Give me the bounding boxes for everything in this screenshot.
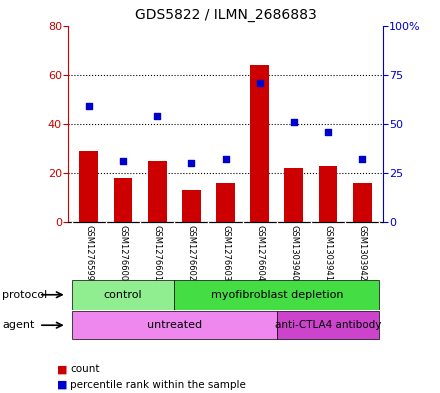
- Bar: [285, 168, 303, 222]
- Point: [290, 119, 297, 125]
- Point: [359, 156, 366, 162]
- Text: GSM1303940: GSM1303940: [290, 225, 298, 281]
- Point: [188, 160, 195, 166]
- Text: GSM1303942: GSM1303942: [358, 225, 367, 281]
- Text: anti-CTLA4 antibody: anti-CTLA4 antibody: [275, 320, 381, 330]
- Point: [119, 158, 126, 164]
- Bar: [250, 65, 269, 222]
- Text: agent: agent: [2, 320, 35, 330]
- Text: GSM1276602: GSM1276602: [187, 225, 196, 281]
- Text: GSM1276599: GSM1276599: [84, 225, 93, 281]
- Text: GSM1276603: GSM1276603: [221, 225, 230, 281]
- Text: GSM1276604: GSM1276604: [255, 225, 264, 281]
- Bar: [79, 151, 98, 222]
- Title: GDS5822 / ILMN_2686883: GDS5822 / ILMN_2686883: [135, 8, 316, 22]
- Text: protocol: protocol: [2, 290, 48, 300]
- Bar: [182, 190, 201, 222]
- Text: GSM1276601: GSM1276601: [153, 225, 161, 281]
- Point: [222, 156, 229, 162]
- Bar: [72, 311, 277, 339]
- Text: GSM1303941: GSM1303941: [323, 225, 333, 281]
- Text: ■: ■: [57, 380, 68, 390]
- Text: count: count: [70, 364, 100, 375]
- Bar: [277, 311, 379, 339]
- Point: [85, 103, 92, 109]
- Bar: [72, 280, 174, 310]
- Point: [325, 129, 332, 135]
- Bar: [319, 165, 337, 222]
- Text: percentile rank within the sample: percentile rank within the sample: [70, 380, 246, 390]
- Bar: [216, 183, 235, 222]
- Bar: [353, 183, 372, 222]
- Bar: [174, 280, 379, 310]
- Text: GSM1276600: GSM1276600: [118, 225, 128, 281]
- Text: myofibroblast depletion: myofibroblast depletion: [211, 290, 343, 300]
- Bar: [148, 161, 166, 222]
- Point: [256, 79, 263, 86]
- Point: [154, 113, 161, 119]
- Text: untreated: untreated: [147, 320, 202, 330]
- Bar: [114, 178, 132, 222]
- Text: ■: ■: [57, 364, 68, 375]
- Text: control: control: [103, 290, 142, 300]
